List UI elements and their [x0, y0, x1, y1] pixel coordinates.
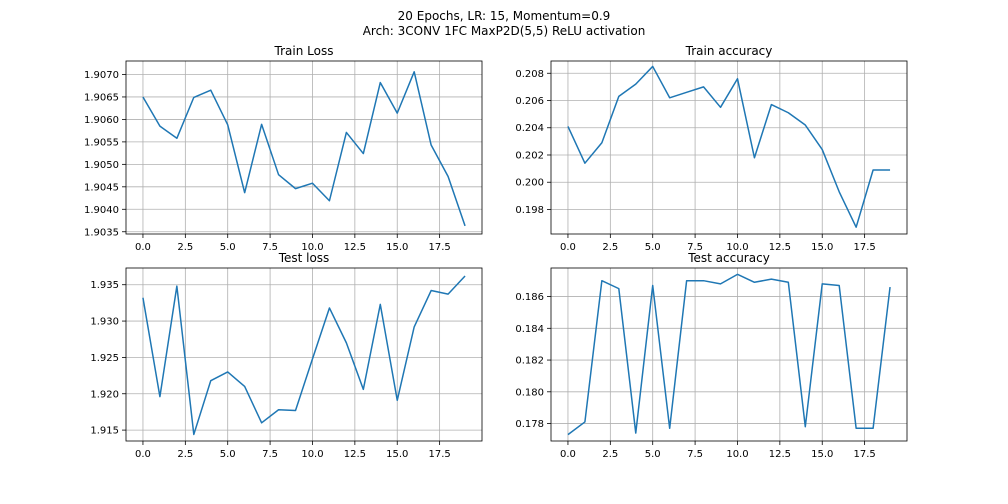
- test-loss-ytick-label-1: 1.920: [90, 389, 119, 400]
- train-accuracy-title: Train accuracy: [685, 44, 773, 58]
- train-accuracy-ytick-label-2: 0.202: [515, 150, 544, 161]
- test-accuracy-xtick-label-7: 17.5: [853, 449, 875, 460]
- test-accuracy-ytick-label-2: 0.182: [515, 356, 544, 367]
- test-loss-xtick-label-6: 15.0: [386, 449, 408, 460]
- subplot-train-accuracy: Train accuracy 0.0 2.5 5.0 7.5 10.0 12.5 15.0 17…: [515, 44, 908, 253]
- test-loss-title: Test loss: [278, 251, 330, 265]
- train-loss-xtick-label-5: 12.5: [344, 242, 366, 253]
- train-loss-xtick-label-2: 5.0: [220, 242, 236, 253]
- train-loss-xtick-label-3: 7.5: [262, 242, 278, 253]
- train-accuracy-xtick-label-3: 7.5: [687, 242, 703, 253]
- train-loss-xtick-label-7: 17.5: [428, 242, 450, 253]
- test-accuracy-xtick-label-2: 5.0: [645, 449, 661, 460]
- train-loss-xtick-label-4: 10.0: [301, 242, 323, 253]
- subplot-test-accuracy: Test accuracy 0.0 2.5 5.0 7.5 10.0 12.5 15.0 17.…: [515, 251, 908, 460]
- test-loss-ytick-label-3: 1.930: [90, 317, 119, 328]
- train-loss-axes-frame: [125, 60, 483, 235]
- train-loss-title: Train Loss: [274, 44, 334, 58]
- train-loss-ytick-label-6: 1.9065: [84, 92, 119, 103]
- train-loss-ytick-label-3: 1.9050: [84, 160, 119, 171]
- test-loss-xtick-label-4: 10.0: [301, 449, 323, 460]
- train-accuracy-series-line: [567, 65, 891, 228]
- train-accuracy-xtick-label-7: 17.5: [853, 242, 875, 253]
- test-accuracy-xtick-label-5: 12.5: [769, 449, 791, 460]
- train-loss-xtick-label-1: 2.5: [177, 242, 193, 253]
- test-accuracy-ytick-label-4: 0.186: [515, 292, 544, 303]
- train-accuracy-xtick-label-2: 5.0: [645, 242, 661, 253]
- train-loss-xtick-label-6: 15.0: [386, 242, 408, 253]
- test-loss-xtick-label-0: 0.0: [135, 449, 151, 460]
- test-accuracy-ytick-label-1: 0.180: [515, 387, 544, 398]
- train-accuracy-axes-frame: [550, 60, 908, 235]
- train-loss-ytick-label-5: 1.9060: [84, 115, 119, 126]
- test-accuracy-ytick-label-0: 0.178: [515, 419, 544, 430]
- train-loss-xtick-label-0: 0.0: [135, 242, 151, 253]
- test-accuracy-series-line: [567, 273, 891, 436]
- train-loss-ytick-label-7: 1.9070: [84, 70, 119, 81]
- train-accuracy-xtick-label-4: 10.0: [726, 242, 748, 253]
- train-loss-series-line: [142, 71, 466, 227]
- subplot-train-loss: Train Loss 0.0 2.5 5.0 7.5 10.0 12.5 15.0 17.5 1.…: [84, 44, 483, 253]
- train-accuracy-ytick-label-0: 0.198: [515, 205, 544, 216]
- train-accuracy-xtick-label-1: 2.5: [602, 242, 618, 253]
- test-loss-ytick-label-4: 1.935: [90, 280, 119, 291]
- test-accuracy-xtick-label-6: 15.0: [811, 449, 833, 460]
- test-accuracy-xtick-label-3: 7.5: [687, 449, 703, 460]
- test-loss-xtick-label-1: 2.5: [177, 449, 193, 460]
- test-accuracy-xtick-label-1: 2.5: [602, 449, 618, 460]
- figure-title-line2: Arch: 3CONV 1FC MaxP2D(5,5) ReLU activat…: [363, 24, 646, 38]
- train-loss-ytick-label-4: 1.9055: [84, 137, 119, 148]
- test-accuracy-xtick-label-4: 10.0: [726, 449, 748, 460]
- train-loss-ytick-label-2: 1.9045: [84, 182, 119, 193]
- train-accuracy-ytick-label-5: 0.208: [515, 69, 544, 80]
- figure-title-line1: 20 Epochs, LR: 15, Momentum=0.9: [398, 9, 611, 23]
- subplot-test-loss: Test loss 0.0 2.5 5.0 7.5 10.0 12.5 15.0 17.5 1.9…: [90, 251, 483, 460]
- train-accuracy-ytick-label-3: 0.204: [515, 123, 544, 134]
- test-accuracy-axes-frame: [550, 267, 908, 442]
- test-loss-xtick-label-7: 17.5: [428, 449, 450, 460]
- test-accuracy-ytick-label-3: 0.184: [515, 324, 544, 335]
- train-accuracy-xtick-label-5: 12.5: [769, 242, 791, 253]
- train-accuracy-ytick-label-1: 0.200: [515, 178, 544, 189]
- test-loss-ytick-label-2: 1.925: [90, 353, 119, 364]
- train-accuracy-ytick-label-4: 0.206: [515, 96, 544, 107]
- test-loss-xtick-label-2: 5.0: [220, 449, 236, 460]
- test-accuracy-xtick-label-0: 0.0: [560, 449, 576, 460]
- test-loss-xtick-label-5: 12.5: [344, 449, 366, 460]
- test-loss-axes-frame: [125, 267, 483, 442]
- train-accuracy-xtick-label-0: 0.0: [560, 242, 576, 253]
- test-accuracy-title: Test accuracy: [687, 251, 770, 265]
- test-loss-ytick-label-0: 1.915: [90, 426, 119, 437]
- train-accuracy-xtick-label-6: 15.0: [811, 242, 833, 253]
- train-loss-ytick-label-1: 1.9040: [84, 205, 119, 216]
- test-loss-xtick-label-3: 7.5: [262, 449, 278, 460]
- test-loss-series-line: [142, 275, 466, 436]
- train-loss-ytick-label-0: 1.9035: [84, 227, 119, 238]
